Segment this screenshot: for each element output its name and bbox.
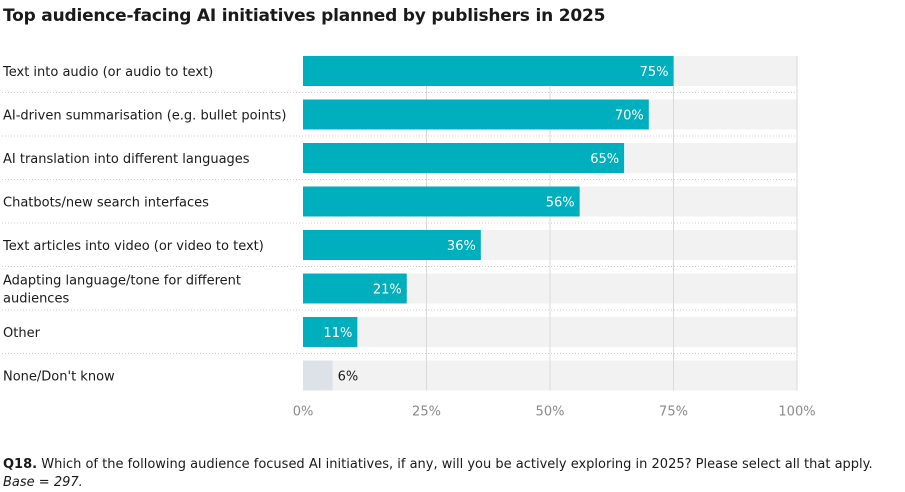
- data-label: 75%: [640, 65, 669, 80]
- bar: [303, 186, 580, 217]
- base-note: Base = 297.: [3, 475, 83, 490]
- x-tick-label: 100%: [778, 405, 815, 420]
- data-label: 65%: [590, 152, 619, 167]
- bar: [303, 99, 649, 130]
- bar: [303, 56, 674, 86]
- bar: [303, 360, 333, 391]
- category-label: AI-driven summarisation (e.g. bullet poi…: [3, 109, 286, 124]
- chart-title: Top audience-facing AI initiatives plann…: [3, 6, 606, 26]
- category-label: Text articles into video (or video to te…: [2, 239, 264, 254]
- question-text: Which of the following audience focused …: [41, 457, 873, 472]
- bar-chart: 75% Text into audio (or audio to text) 70%…: [2, 56, 816, 420]
- bar-chart-svg: 75% Text into audio (or audio to text) 70%…: [2, 56, 816, 420]
- data-label: 21%: [373, 283, 402, 298]
- data-label: 6%: [338, 370, 359, 385]
- x-tick-label: 75%: [659, 405, 688, 420]
- footnote: Q18. Which of the following audience foc…: [3, 456, 903, 492]
- category-label: None/Don't know: [3, 370, 115, 385]
- data-label: 56%: [546, 196, 575, 211]
- category-label: Chatbots/new search interfaces: [3, 196, 209, 211]
- bar: [303, 143, 625, 173]
- data-label: 70%: [615, 109, 644, 124]
- question-id: Q18.: [3, 457, 38, 472]
- bar: [303, 317, 358, 347]
- data-label: 11%: [323, 326, 352, 341]
- category-label: Text into audio (or audio to text): [2, 65, 213, 80]
- data-label: 36%: [447, 239, 476, 254]
- category-label: Other: [3, 326, 41, 341]
- x-tick-label: 0%: [293, 405, 314, 420]
- bar: [303, 273, 407, 304]
- x-tick-label: 50%: [536, 405, 565, 420]
- x-tick-label: 25%: [412, 405, 441, 420]
- category-label: AI translation into different languages: [3, 152, 250, 167]
- category-label: Adapting language/tone for different audi…: [3, 274, 241, 307]
- bar: [303, 230, 481, 260]
